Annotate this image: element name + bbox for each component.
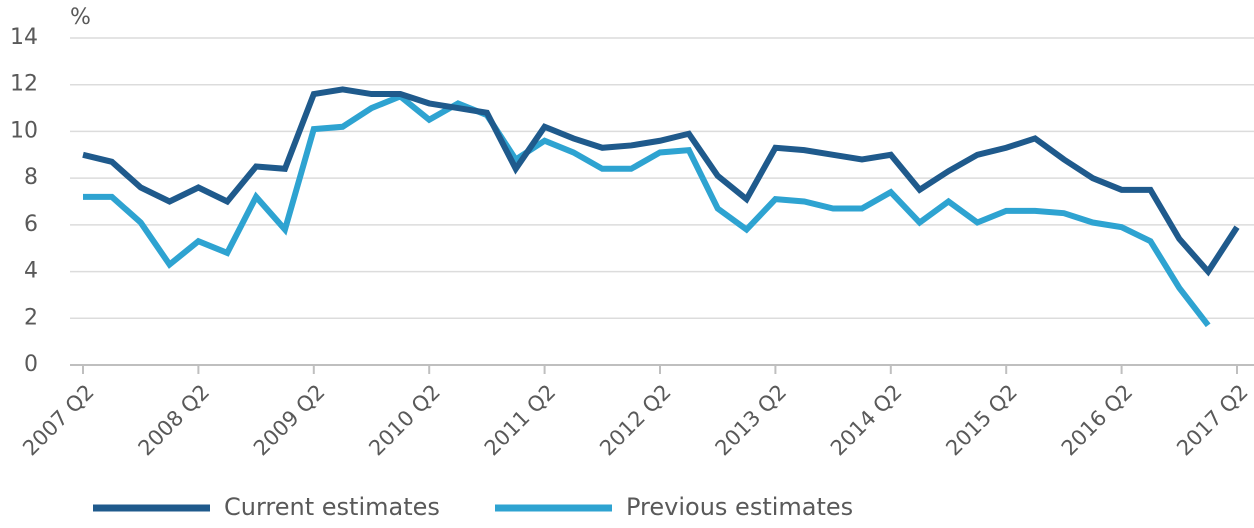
series-line	[83, 92, 1211, 328]
legend-label: Current estimates	[224, 493, 440, 521]
x-tick-label: 2007 Q2	[18, 380, 99, 461]
legend-label: Previous estimates	[626, 493, 853, 521]
series-line	[82, 86, 1240, 277]
y-tick-label: 2	[24, 305, 38, 330]
y-tick-label: 8	[24, 165, 38, 190]
y-tick-label: 0	[24, 352, 38, 377]
x-tick-label: 2014 Q2	[826, 380, 907, 461]
x-tick-label: 2015 Q2	[941, 380, 1022, 461]
x-tick-label: 2016 Q2	[1057, 380, 1138, 461]
y-tick-label: 4	[24, 259, 38, 284]
x-tick-label: 2008 Q2	[134, 380, 215, 461]
y-tick-label: 14	[10, 25, 38, 50]
y-tick-label: 10	[10, 118, 38, 143]
y-axis-unit: %	[70, 5, 91, 30]
x-tick-label: 2010 Q2	[364, 380, 445, 461]
x-tick-label: 2017 Q2	[1172, 380, 1253, 461]
x-tick-label: 2013 Q2	[711, 380, 792, 461]
y-tick-label: 6	[24, 212, 38, 237]
x-tick-label: 2009 Q2	[249, 380, 330, 461]
y-tick-label: 12	[10, 72, 38, 97]
x-tick-label: 2011 Q2	[480, 380, 561, 461]
x-tick-label: 2012 Q2	[595, 380, 676, 461]
